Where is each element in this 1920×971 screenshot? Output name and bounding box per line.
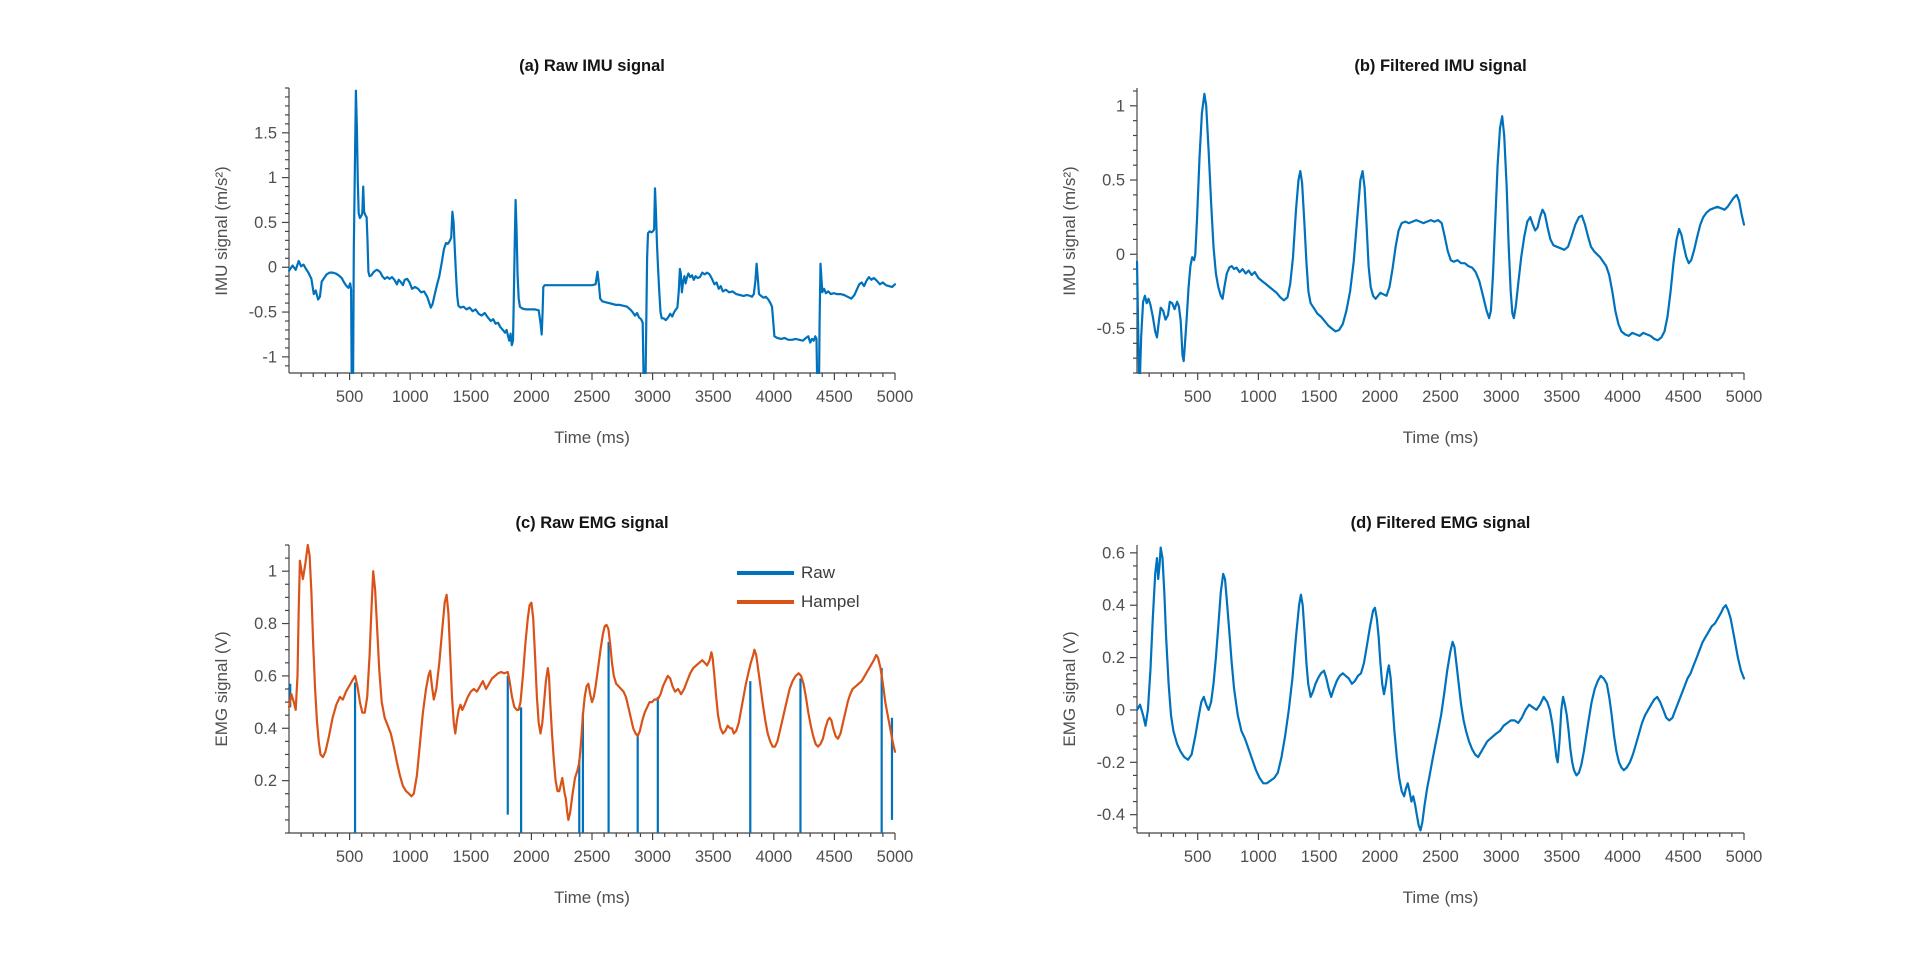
- y-tick-label: 0.2: [1102, 649, 1125, 667]
- series-emg-filtered: [1136, 546, 1746, 832]
- legend: Raw Hampel: [737, 563, 860, 612]
- y-tick-label: 0.8: [254, 615, 277, 633]
- y-tick-label: 0: [1116, 701, 1125, 719]
- x-tick-label: 500: [336, 388, 364, 406]
- x-tick-label: 2000: [513, 848, 550, 866]
- y-tick-label: 0: [1116, 246, 1125, 264]
- legend-label-hampel: Hampel: [801, 592, 860, 611]
- x-tick-label: 1500: [452, 388, 489, 406]
- x-tick-label: 4500: [816, 388, 853, 406]
- chart-a-title: (a) Raw IMU signal: [519, 57, 665, 75]
- x-tick-label: 5000: [877, 388, 914, 406]
- x-tick-label: 2500: [574, 388, 611, 406]
- x-tick-label: 5000: [1726, 848, 1763, 866]
- axes-a: [282, 87, 896, 380]
- y-tick-label: 1: [268, 169, 277, 187]
- x-tick-label: 4500: [816, 848, 853, 866]
- chart-d-xlabel: Time (ms): [1402, 888, 1479, 907]
- chart-a: 500 1000 1500 2000 2500 3000 3500 4000 4500 5000 -…: [249, 87, 914, 406]
- x-tick-label: 3500: [695, 388, 732, 406]
- chart-d-title: (d) Filtered EMG signal: [1350, 514, 1531, 532]
- x-tick-label: 1500: [452, 848, 489, 866]
- chart-b-title: (b) Filtered IMU signal: [1354, 57, 1527, 75]
- x-tick-label: 2000: [1361, 848, 1398, 866]
- y-tick-label: 0.4: [254, 720, 277, 738]
- x-tick-label: 1000: [392, 848, 429, 866]
- axes-d: [1130, 545, 1745, 840]
- chart-c-xlabel: Time (ms): [554, 888, 630, 907]
- chart-d: 500 1000 1500 2000 2500 3000 3500 4000 4500 5000 -…: [1097, 544, 1763, 866]
- x-tick-label: 3000: [634, 848, 671, 866]
- legend-line-raw-icon: [737, 571, 794, 575]
- legend-row-hampel: Hampel: [737, 592, 860, 612]
- x-tick-label: 4000: [755, 848, 792, 866]
- chart-c: 500 1000 1500 2000 2500 3000 3500 4000 4500 5000 0…: [254, 543, 914, 866]
- chart-b-xlabel: Time (ms): [1402, 428, 1479, 447]
- series-imu-raw: [288, 89, 897, 374]
- chart-b-ylabel: IMU signal (m/s²): [1060, 165, 1079, 296]
- x-tick-label: 1000: [1240, 848, 1277, 866]
- x-tick-label: 2500: [1422, 848, 1459, 866]
- x-tick-label: 3500: [695, 848, 732, 866]
- y-tick-label: 0: [268, 259, 277, 277]
- chart-a-ylabel: IMU signal (m/s²): [212, 165, 231, 296]
- chart-c-ylabel: EMG signal (V): [212, 631, 231, 747]
- x-tick-label: 4000: [755, 388, 792, 406]
- x-tick-label: 3500: [1544, 388, 1581, 406]
- x-tick-label: 3000: [634, 388, 671, 406]
- x-tick-label: 3000: [1483, 388, 1520, 406]
- y-tick-label: 0.5: [1102, 172, 1125, 190]
- y-tick-label: 1: [1116, 97, 1125, 115]
- y-tick-label: -0.5: [1097, 320, 1125, 338]
- x-tick-label: 5000: [877, 848, 914, 866]
- y-tick-label: 1.5: [254, 124, 277, 142]
- x-tick-label: 500: [1184, 388, 1212, 406]
- chart-a-xlabel: Time (ms): [554, 428, 630, 447]
- y-tick-label: 0.2: [254, 772, 277, 790]
- series-emg-raw-outliers: [289, 641, 894, 833]
- y-tick-label: 0.6: [254, 667, 277, 685]
- x-tick-label: 4500: [1665, 848, 1702, 866]
- x-tick-label: 2500: [574, 848, 611, 866]
- x-tick-label: 500: [1184, 848, 1212, 866]
- x-tick-label: 4000: [1604, 388, 1641, 406]
- y-tick-label: -0.2: [1097, 754, 1125, 772]
- legend-row-raw: Raw: [737, 563, 860, 583]
- axes-b: [1130, 88, 1745, 380]
- x-tick-label: 2000: [1361, 388, 1398, 406]
- y-tick-label: 0.4: [1102, 597, 1125, 615]
- x-tick-label: 2500: [1422, 388, 1459, 406]
- x-tick-label: 500: [336, 848, 364, 866]
- x-tick-label: 4500: [1665, 388, 1702, 406]
- x-tick-label: 3500: [1544, 848, 1581, 866]
- y-tick-label: 0.5: [254, 214, 277, 232]
- x-tick-label: 4000: [1604, 848, 1641, 866]
- axes-c: [282, 544, 896, 840]
- x-tick-label: 3000: [1483, 848, 1520, 866]
- x-tick-label: 1000: [1240, 388, 1277, 406]
- y-tick-label: 0.6: [1102, 544, 1125, 562]
- chart-c-title: (c) Raw EMG signal: [515, 514, 669, 532]
- chart-d-ylabel: EMG signal (V): [1060, 631, 1079, 747]
- y-tick-label: -0.4: [1097, 806, 1125, 824]
- x-tick-label: 5000: [1726, 388, 1763, 406]
- x-tick-label: 1500: [1301, 848, 1338, 866]
- y-tick-label: 1: [268, 563, 277, 581]
- x-tick-label: 1000: [392, 388, 429, 406]
- series-imu-filtered: [1136, 92, 1746, 374]
- legend-label-raw: Raw: [801, 563, 836, 582]
- x-tick-label: 2000: [513, 388, 550, 406]
- legend-line-hampel-icon: [737, 600, 794, 604]
- series-emg-hampel: [288, 543, 897, 822]
- x-tick-label: 1500: [1301, 388, 1338, 406]
- y-tick-label: -0.5: [249, 304, 277, 322]
- chart-b: 500 1000 1500 2000 2500 3000 3500 4000 4500 5000 -…: [1097, 88, 1763, 406]
- y-tick-label: -1: [262, 348, 277, 366]
